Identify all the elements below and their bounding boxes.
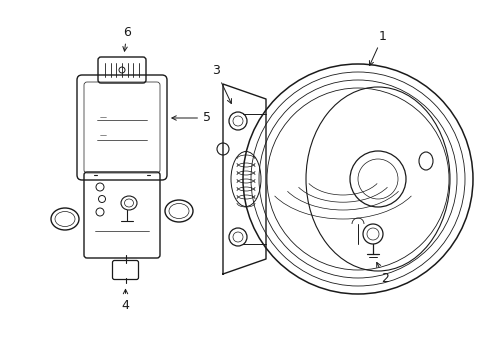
- Text: 5: 5: [171, 112, 210, 125]
- Text: 2: 2: [376, 262, 388, 285]
- Text: —: —: [100, 114, 107, 120]
- Text: 6: 6: [122, 26, 131, 51]
- Text: —: —: [100, 132, 107, 138]
- Text: 1: 1: [368, 30, 386, 66]
- Text: 3: 3: [212, 64, 231, 104]
- Text: 4: 4: [122, 289, 129, 312]
